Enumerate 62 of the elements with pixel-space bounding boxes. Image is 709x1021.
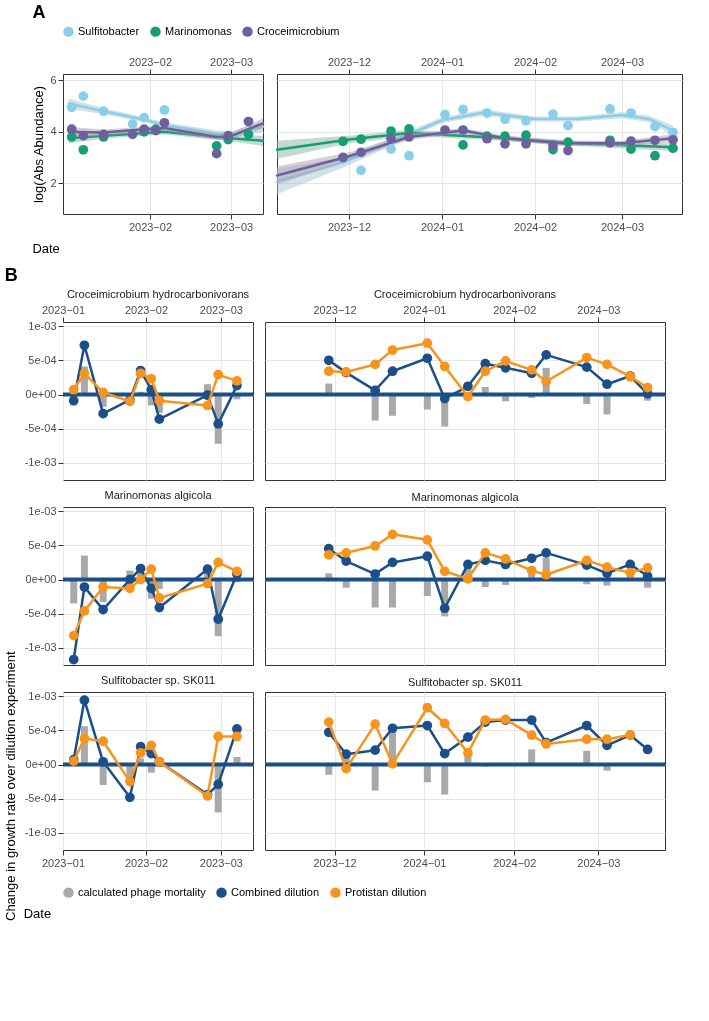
x2-tick-label: 2024−02 (513, 55, 558, 68)
x-axis-title: Date (32, 240, 60, 256)
legend-label: Marinomonas (165, 24, 233, 37)
x2-tick-label: 2024−01 (403, 303, 447, 316)
x2-tick-label: 2023−03 (199, 303, 243, 316)
x-tick-label: 2023−02 (124, 856, 169, 869)
legend-label: Protistan dilution (345, 885, 427, 898)
y-tick-label: 4 (50, 125, 57, 138)
legend-label: Combined dilution (231, 885, 320, 898)
y-tick-label: 0e+00 (25, 573, 57, 585)
x2-tick-label: 2023−02 (128, 55, 173, 68)
x-tick-label: 2024−01 (403, 856, 447, 869)
legend-label: Croceimicrobium (257, 24, 340, 37)
y-tick-label: -1e-03 (24, 641, 57, 654)
x-tick-label: 2023−03 (210, 220, 254, 233)
y-tick-label: 0e+00 (25, 758, 57, 770)
x-tick-label: 2023−02 (128, 220, 173, 233)
y-tick-label: 1e-03 (28, 319, 57, 332)
legend-label: calculated phage mortality (78, 885, 207, 898)
x2-tick-label: 2024−03 (600, 55, 645, 68)
y-tick-label: 5e-04 (28, 723, 57, 736)
y-tick-label: -1e-03 (24, 456, 57, 469)
x-tick-label: 2024−02 (513, 220, 558, 233)
chart-title: Croceimicrobium hydrocarbonivorans (373, 288, 557, 300)
x2-tick-label: 2023−02 (124, 303, 169, 316)
x2-tick-label: 2024−01 (420, 55, 465, 68)
chart-title: Marinomonas algicola (104, 489, 213, 502)
y-axis-title: log(Abs Abundance) (31, 85, 47, 204)
y-tick-label: 5e-04 (28, 538, 57, 551)
x2-tick-label: 2023−03 (210, 55, 254, 68)
x2-tick-label: 2023−01 (41, 303, 86, 316)
y-tick-label: 1e-03 (28, 689, 57, 702)
chart-title: Sulfitobacter sp. SK011 (100, 674, 216, 687)
x-tick-label: 2024−01 (420, 220, 465, 233)
y-tick-label: 0e+00 (25, 388, 57, 400)
y-tick-label: -5e-04 (24, 607, 57, 620)
x2-tick-label: 2024−03 (577, 303, 621, 316)
y-tick-label: 6 (50, 73, 57, 86)
y-tick-label: -5e-04 (24, 792, 57, 805)
chart-title: Marinomonas algicola (411, 491, 520, 503)
x-axis-title: Date (23, 906, 52, 921)
y-tick-label: 2 (50, 176, 57, 189)
legend-label: Sulfitobacter (78, 24, 140, 37)
x-tick-label: 2023−01 (41, 856, 86, 869)
x-tick-label: 2024−03 (600, 220, 645, 233)
y-axis-title: Change in growth rate over dilution experiment (2, 651, 18, 921)
x-tick-label: 2023−12 (327, 220, 372, 233)
text: A (32, 2, 46, 22)
y-tick-label: 5e-04 (28, 353, 57, 366)
x2-tick-label: 2023−12 (327, 55, 372, 68)
y-tick-label: -5e-04 (24, 422, 57, 435)
x-tick-label: 2024−02 (493, 856, 537, 869)
y-tick-label: 1e-03 (28, 504, 57, 517)
chart-title: Sulfitobacter sp. SK011 (407, 676, 523, 688)
y-tick-label: -1e-03 (24, 826, 57, 839)
chart-title: Croceimicrobium hydrocarbonivorans (66, 288, 250, 300)
text: B (4, 264, 18, 285)
x2-tick-label: 2024−02 (493, 303, 537, 316)
x-tick-label: 2024−03 (577, 856, 621, 869)
x-tick-label: 2023−03 (199, 856, 243, 869)
x-tick-label: 2023−12 (313, 856, 357, 869)
x2-tick-label: 2023−12 (313, 303, 357, 316)
